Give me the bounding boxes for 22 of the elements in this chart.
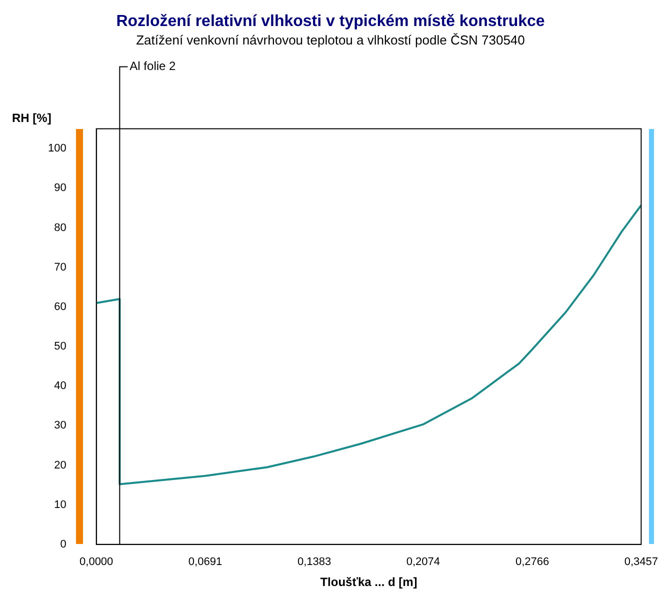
y-tick-label: 0: [60, 538, 66, 550]
x-tick-label: 0,2074: [406, 556, 440, 568]
ref-line-label: Al folie 2: [130, 59, 176, 74]
y-tick-label: 30: [54, 420, 66, 432]
chart-subtitle: Zatížení venkovní návrhovou teplotou a vlhkostí podle ČSN 730540: [136, 32, 525, 48]
y-tick-label: 20: [54, 459, 66, 472]
x-tick-label: 0,1383: [297, 556, 332, 568]
chart-title: Rozložení relativní vlhkosti v typickém místě konstrukce: [116, 13, 545, 30]
x-tick-label: 0,0000: [80, 556, 114, 568]
x-tick-label: 0,0691: [188, 556, 222, 568]
x-axis-title: Tloušťka ... d [m]: [320, 575, 418, 590]
y-tick-label: 60: [54, 300, 66, 313]
y-tick-label: 50: [54, 340, 66, 353]
x-tick-label: 0,2766: [515, 556, 550, 568]
y-tick-label: 100: [48, 142, 66, 155]
x-tick-label: 0,3457: [624, 556, 658, 568]
y-axis-title: RH [%]: [12, 111, 52, 126]
y-tick-label: 10: [54, 498, 66, 511]
y-tick-label: 40: [54, 380, 66, 392]
y-tick-label: 70: [54, 261, 66, 274]
y-tick-label: 90: [54, 182, 66, 194]
y-tick-label: 80: [54, 222, 66, 234]
